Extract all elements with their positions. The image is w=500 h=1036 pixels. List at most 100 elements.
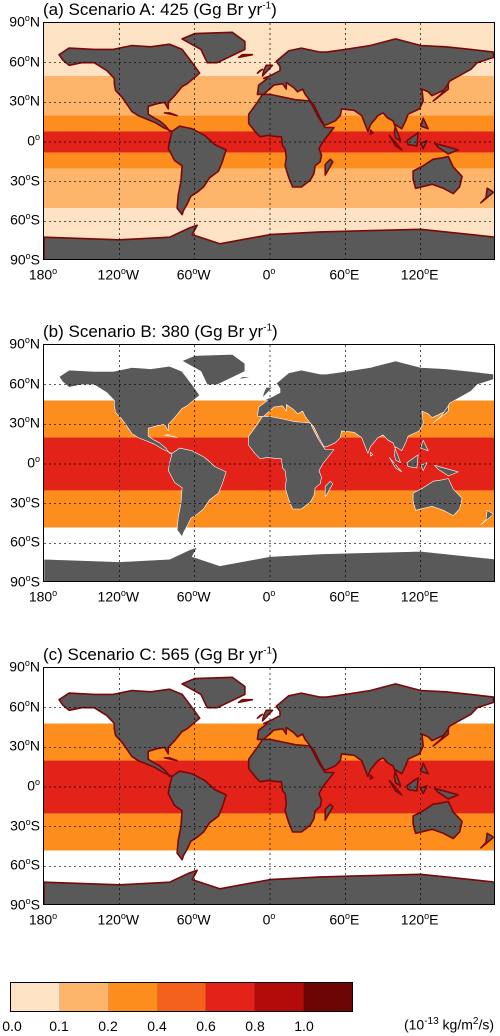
y-tick-label: 30oN	[9, 737, 40, 754]
land-mass	[406, 131, 419, 147]
x-tick-label: 120oW	[97, 266, 140, 283]
land-mass	[432, 83, 450, 102]
land-mass	[237, 53, 254, 59]
y-tick-label: 60oN	[9, 697, 40, 715]
land-mass	[237, 698, 254, 704]
land-mass	[168, 447, 227, 537]
x-tick-label: 120oW	[97, 911, 140, 928]
land-mass	[163, 112, 178, 117]
colorbar-tick-label: 0.0	[2, 1018, 22, 1034]
land-mass	[434, 465, 459, 477]
map-svg	[44, 345, 494, 581]
land-mass	[248, 416, 335, 510]
land-mass	[406, 454, 419, 469]
y-tick-label: 0o	[27, 454, 40, 471]
land-mass	[181, 676, 246, 709]
land-mass	[419, 784, 428, 795]
panel-title: (a) Scenario A: 425 (Gg Br yr-1)	[43, 0, 277, 19]
y-tick-label: 90oN	[9, 13, 40, 30]
y-tick-label: 30oS	[10, 816, 40, 834]
land-mass	[324, 158, 334, 176]
land-mass	[247, 93, 335, 188]
land-mass	[432, 728, 450, 747]
land-mass	[433, 142, 460, 155]
land-layer	[44, 354, 494, 581]
land-mass	[44, 869, 494, 904]
x-tick-label: 60oW	[176, 911, 211, 928]
panel-c: (c) Scenario C: 565 (Gg Br yr-1) 90oN 60o…	[0, 645, 500, 945]
land-layer	[44, 676, 494, 904]
y-tick-label: 90oN	[9, 335, 40, 352]
land-mass	[419, 762, 429, 775]
land-mass	[370, 451, 374, 457]
y-tick-label: 90oS	[10, 896, 40, 913]
land-mass	[261, 64, 274, 77]
x-tick-label: 180o	[28, 266, 58, 283]
y-tick-label: 60oS	[10, 856, 40, 873]
x-tick-label: 0o	[262, 588, 276, 605]
land-mass	[324, 803, 334, 821]
land-mass	[58, 43, 201, 133]
land-mass	[58, 365, 200, 454]
land-mass	[433, 787, 460, 800]
land-mass	[480, 187, 494, 204]
land-mass	[420, 439, 429, 452]
x-tick-label: 180o	[28, 911, 58, 928]
colorbar-tick-label: 0.8	[245, 1018, 265, 1034]
colorbar-tick-label: 0.2	[98, 1018, 118, 1034]
y-tick-label: 0o	[27, 777, 40, 794]
y-tick-label: 60oN	[9, 52, 40, 70]
land-mass	[257, 391, 263, 396]
y-tick-label: 30oS	[10, 171, 40, 189]
land-mass	[324, 480, 334, 498]
map-frame	[43, 22, 495, 260]
colorbar-swatch	[255, 983, 305, 1011]
land-mass	[369, 129, 374, 135]
y-tick-label: 60oS	[10, 533, 40, 550]
land-mass	[419, 139, 428, 150]
land-mass	[420, 462, 428, 471]
map-svg	[44, 668, 494, 904]
land-mass	[261, 709, 274, 722]
colorbar-swatch	[11, 983, 60, 1011]
panel-title: (b) Scenario B: 380 (Gg Br yr-1)	[43, 322, 278, 341]
colorbar-tick-label: 0.4	[147, 1018, 167, 1034]
land-mass	[181, 354, 246, 385]
y-tick-label: 60oN	[9, 374, 40, 392]
land-mass	[58, 688, 201, 778]
y-tick-label: 90oN	[9, 658, 40, 675]
land-mass	[256, 68, 264, 74]
land-layer	[44, 31, 494, 259]
y-tick-label: 30oN	[9, 92, 40, 109]
y-tick-label: 90oS	[10, 251, 40, 268]
map-svg	[44, 23, 494, 259]
y-tick-label: 90oS	[10, 573, 40, 590]
x-tick-label: 120oE	[400, 588, 439, 605]
map-frame	[43, 667, 495, 905]
land-mass	[388, 779, 403, 796]
colorbar-tick-label: 0.1	[49, 1018, 69, 1034]
land-mass	[181, 31, 246, 64]
land-mass	[167, 125, 227, 216]
land-mass	[480, 832, 494, 849]
panel-title: (c) Scenario C: 565 (Gg Br yr-1)	[43, 645, 278, 664]
x-tick-label: 60oE	[329, 588, 360, 605]
x-tick-label: 0o	[262, 266, 276, 283]
map-frame	[43, 344, 495, 582]
y-tick-label: 30oS	[10, 493, 40, 511]
y-tick-label: 30oN	[9, 414, 40, 431]
x-tick-label: 60oE	[329, 266, 360, 283]
land-mass	[44, 224, 494, 259]
land-mass	[262, 387, 273, 399]
land-mass	[167, 770, 227, 861]
panel-a: (a) Scenario A: 425 (Gg Br yr-1) 90oN 60o…	[0, 0, 500, 300]
land-mass	[432, 405, 449, 424]
land-mass	[369, 774, 374, 780]
land-mass	[163, 757, 178, 762]
colorbar	[10, 982, 353, 1012]
y-tick-label: 0o	[27, 132, 40, 149]
colorbar-swatch	[108, 983, 158, 1011]
y-tick-label: 60oS	[10, 211, 40, 228]
land-mass	[247, 738, 335, 833]
colorbar-tick-label: 0.6	[196, 1018, 216, 1034]
